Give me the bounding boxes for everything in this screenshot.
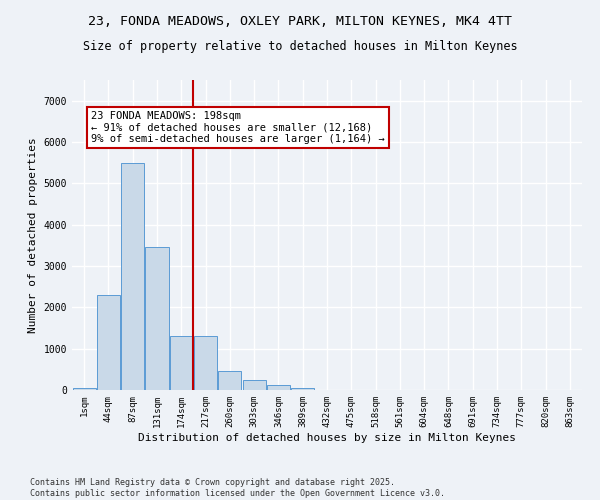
Bar (73, 388, 95, 390)
Bar (194, 336, 217, 390)
Bar (267, 384, 290, 390)
Text: Contains HM Land Registry data © Crown copyright and database right 2025.
Contai: Contains HM Land Registry data © Crown c… (30, 478, 445, 498)
Text: 23, FONDA MEADOWS, OXLEY PARK, MILTON KEYNES, MK4 4TT: 23, FONDA MEADOWS, OXLEY PARK, MILTON KE… (88, 15, 512, 28)
Bar (97, 295, 120, 390)
Bar (291, 388, 314, 390)
Bar (170, 336, 193, 390)
Text: Size of property relative to detached houses in Milton Keynes: Size of property relative to detached ho… (83, 40, 517, 53)
Bar (242, 380, 266, 390)
X-axis label: Distribution of detached houses by size in Milton Keynes: Distribution of detached houses by size … (138, 432, 516, 442)
Bar (121, 162, 144, 390)
Bar (218, 372, 241, 390)
Text: 23 FONDA MEADOWS: 198sqm
← 91% of detached houses are smaller (12,168)
9% of sem: 23 FONDA MEADOWS: 198sqm ← 91% of detach… (91, 111, 385, 144)
Bar (145, 248, 169, 390)
Y-axis label: Number of detached properties: Number of detached properties (28, 137, 38, 333)
